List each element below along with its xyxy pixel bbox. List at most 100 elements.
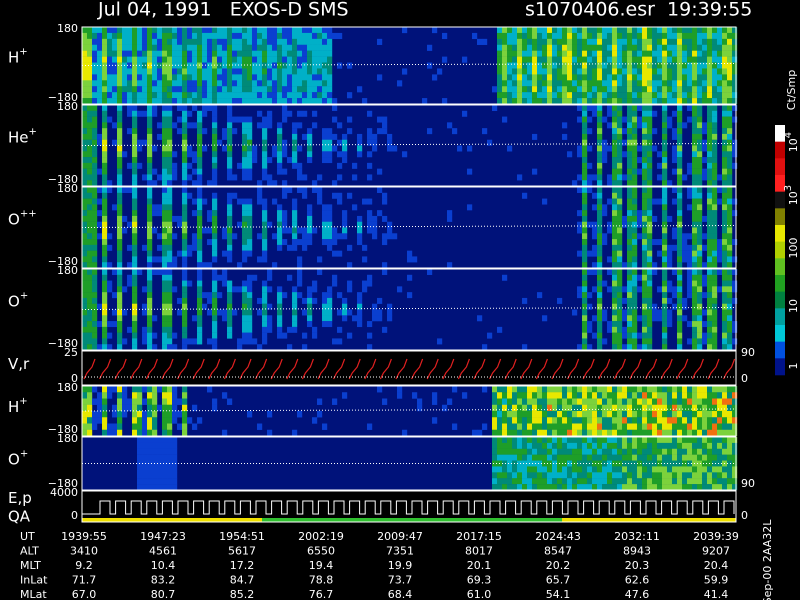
spectrogram-cell xyxy=(152,86,158,93)
spectrogram-cell xyxy=(627,478,633,485)
spectrogram-cell xyxy=(87,332,93,339)
spectrogram-cell xyxy=(102,286,108,293)
spectrogram-cell xyxy=(307,286,313,293)
spectrogram-cell xyxy=(312,50,318,57)
spectrogram-cell xyxy=(222,56,228,63)
spectrogram-cell xyxy=(652,454,658,461)
spectrogram-cell xyxy=(352,315,358,322)
spectrogram-cell xyxy=(597,98,603,105)
spectrogram-cell xyxy=(667,74,673,81)
spectrogram-cell xyxy=(697,292,703,299)
spectrogram-cell xyxy=(97,32,103,40)
spectrogram-cell xyxy=(672,44,678,51)
spectrogram-cell xyxy=(692,32,698,40)
spectrogram-cell xyxy=(82,239,88,246)
spectrogram-cell xyxy=(242,74,248,81)
spectrogram-cell xyxy=(162,484,168,491)
spectrogram-cell xyxy=(332,280,338,287)
spectrogram-cell xyxy=(387,309,393,316)
spectrogram-cell xyxy=(232,32,238,40)
spectrogram-cell xyxy=(732,139,738,146)
spectrogram-cell xyxy=(247,309,253,316)
spectrogram-cell xyxy=(327,204,333,211)
spectrogram-cell xyxy=(132,62,138,69)
spectrogram-cell xyxy=(617,386,623,393)
spectrogram-cell xyxy=(302,187,308,193)
spectrogram-cell xyxy=(517,398,523,405)
spectrogram-cell xyxy=(732,198,738,205)
spectrogram-cell xyxy=(257,198,263,205)
spectrogram-cell xyxy=(567,460,573,467)
spectrogram-cell xyxy=(517,27,523,34)
spectrogram-cell xyxy=(592,454,598,461)
spectrogram-cell xyxy=(612,478,618,485)
spectrogram-cell xyxy=(87,180,93,187)
spectrogram-cell xyxy=(247,303,253,310)
spectrogram-cell xyxy=(542,429,548,437)
spectrogram-cell xyxy=(707,56,713,63)
spectrogram-cell xyxy=(142,417,148,424)
spectrogram-cell xyxy=(577,210,583,217)
spectrogram-cell xyxy=(322,128,328,135)
spectrogram-cell xyxy=(677,437,683,444)
spectrogram-cell xyxy=(162,187,168,193)
spectrogram-cell xyxy=(147,262,153,269)
spectrogram-cell xyxy=(132,398,138,405)
spectrogram-cell xyxy=(617,338,623,345)
spectrogram-cell xyxy=(547,44,553,51)
spectrogram-cell xyxy=(577,86,583,93)
spectrogram-cell xyxy=(212,122,218,129)
spectrogram-cell xyxy=(587,180,593,187)
spectrogram-cell xyxy=(592,392,598,399)
spectrogram-cell xyxy=(612,466,618,473)
spectrogram-cell xyxy=(197,221,203,228)
spectrogram-cell xyxy=(252,68,258,75)
spectrogram-cell xyxy=(587,466,593,473)
spectrogram-cell xyxy=(202,38,208,45)
spectrogram-cell xyxy=(232,68,238,75)
spectrogram-cell xyxy=(717,187,723,193)
spectrogram-cell xyxy=(227,398,233,405)
spectrogram-cell xyxy=(587,105,593,111)
spectrogram-cell xyxy=(102,221,108,228)
spectrogram-cell xyxy=(132,303,138,310)
spectrogram-cell xyxy=(547,442,553,449)
spectrogram-cell xyxy=(222,392,228,399)
spectrogram-cell xyxy=(652,62,658,69)
spectrogram-cell xyxy=(97,80,103,87)
spectrogram-cell xyxy=(157,44,163,51)
spectrogram-cell xyxy=(162,326,168,333)
spectrogram-cell xyxy=(657,404,663,412)
spectrogram-cell xyxy=(407,292,413,299)
spectrogram-cell xyxy=(92,321,98,328)
spectrogram-cell xyxy=(117,62,123,69)
spectrogram-cell xyxy=(647,221,653,228)
spectrogram-cell xyxy=(652,262,658,269)
spectrogram-cell xyxy=(137,442,143,449)
spectrogram-cell xyxy=(662,32,668,40)
spectrogram-cell xyxy=(317,198,323,205)
spectrogram-cell xyxy=(702,86,708,93)
spectrogram-cell xyxy=(722,244,728,251)
spectrogram-cell xyxy=(322,239,328,246)
spectrogram-cell xyxy=(337,309,343,316)
spectrogram-cell xyxy=(577,478,583,485)
cell: 78.8 xyxy=(309,574,334,587)
spectrogram-cell xyxy=(567,448,573,455)
spectrogram-cell xyxy=(132,210,138,217)
spectrogram-cell xyxy=(632,244,638,251)
spectrogram-cell xyxy=(617,280,623,287)
spectrogram-cell xyxy=(247,92,253,99)
spectrogram-cell xyxy=(557,297,563,304)
spectrogram-cell xyxy=(697,442,703,449)
spectrogram-cell xyxy=(327,74,333,81)
spectrogram-cell xyxy=(212,44,218,51)
spectrogram-cell xyxy=(707,145,713,152)
panel-frame xyxy=(81,436,737,491)
spectrogram-cell xyxy=(247,27,253,34)
spectrogram-cell xyxy=(692,204,698,211)
spectrogram-cell xyxy=(257,309,263,316)
spectrogram-cell xyxy=(347,244,353,251)
spectrogram-cell xyxy=(427,128,433,135)
spectrogram-cell xyxy=(327,210,333,217)
